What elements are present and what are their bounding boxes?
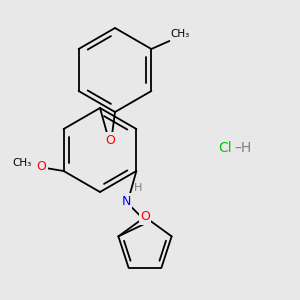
Text: CH₃: CH₃ [12,158,31,168]
Text: Cl: Cl [218,141,232,155]
Text: O: O [105,134,115,146]
Text: H: H [134,183,143,193]
Text: –H: –H [234,141,251,155]
Text: N: N [122,194,131,208]
Text: CH₃: CH₃ [170,29,190,39]
Text: O: O [140,211,150,224]
Text: O: O [37,160,46,172]
